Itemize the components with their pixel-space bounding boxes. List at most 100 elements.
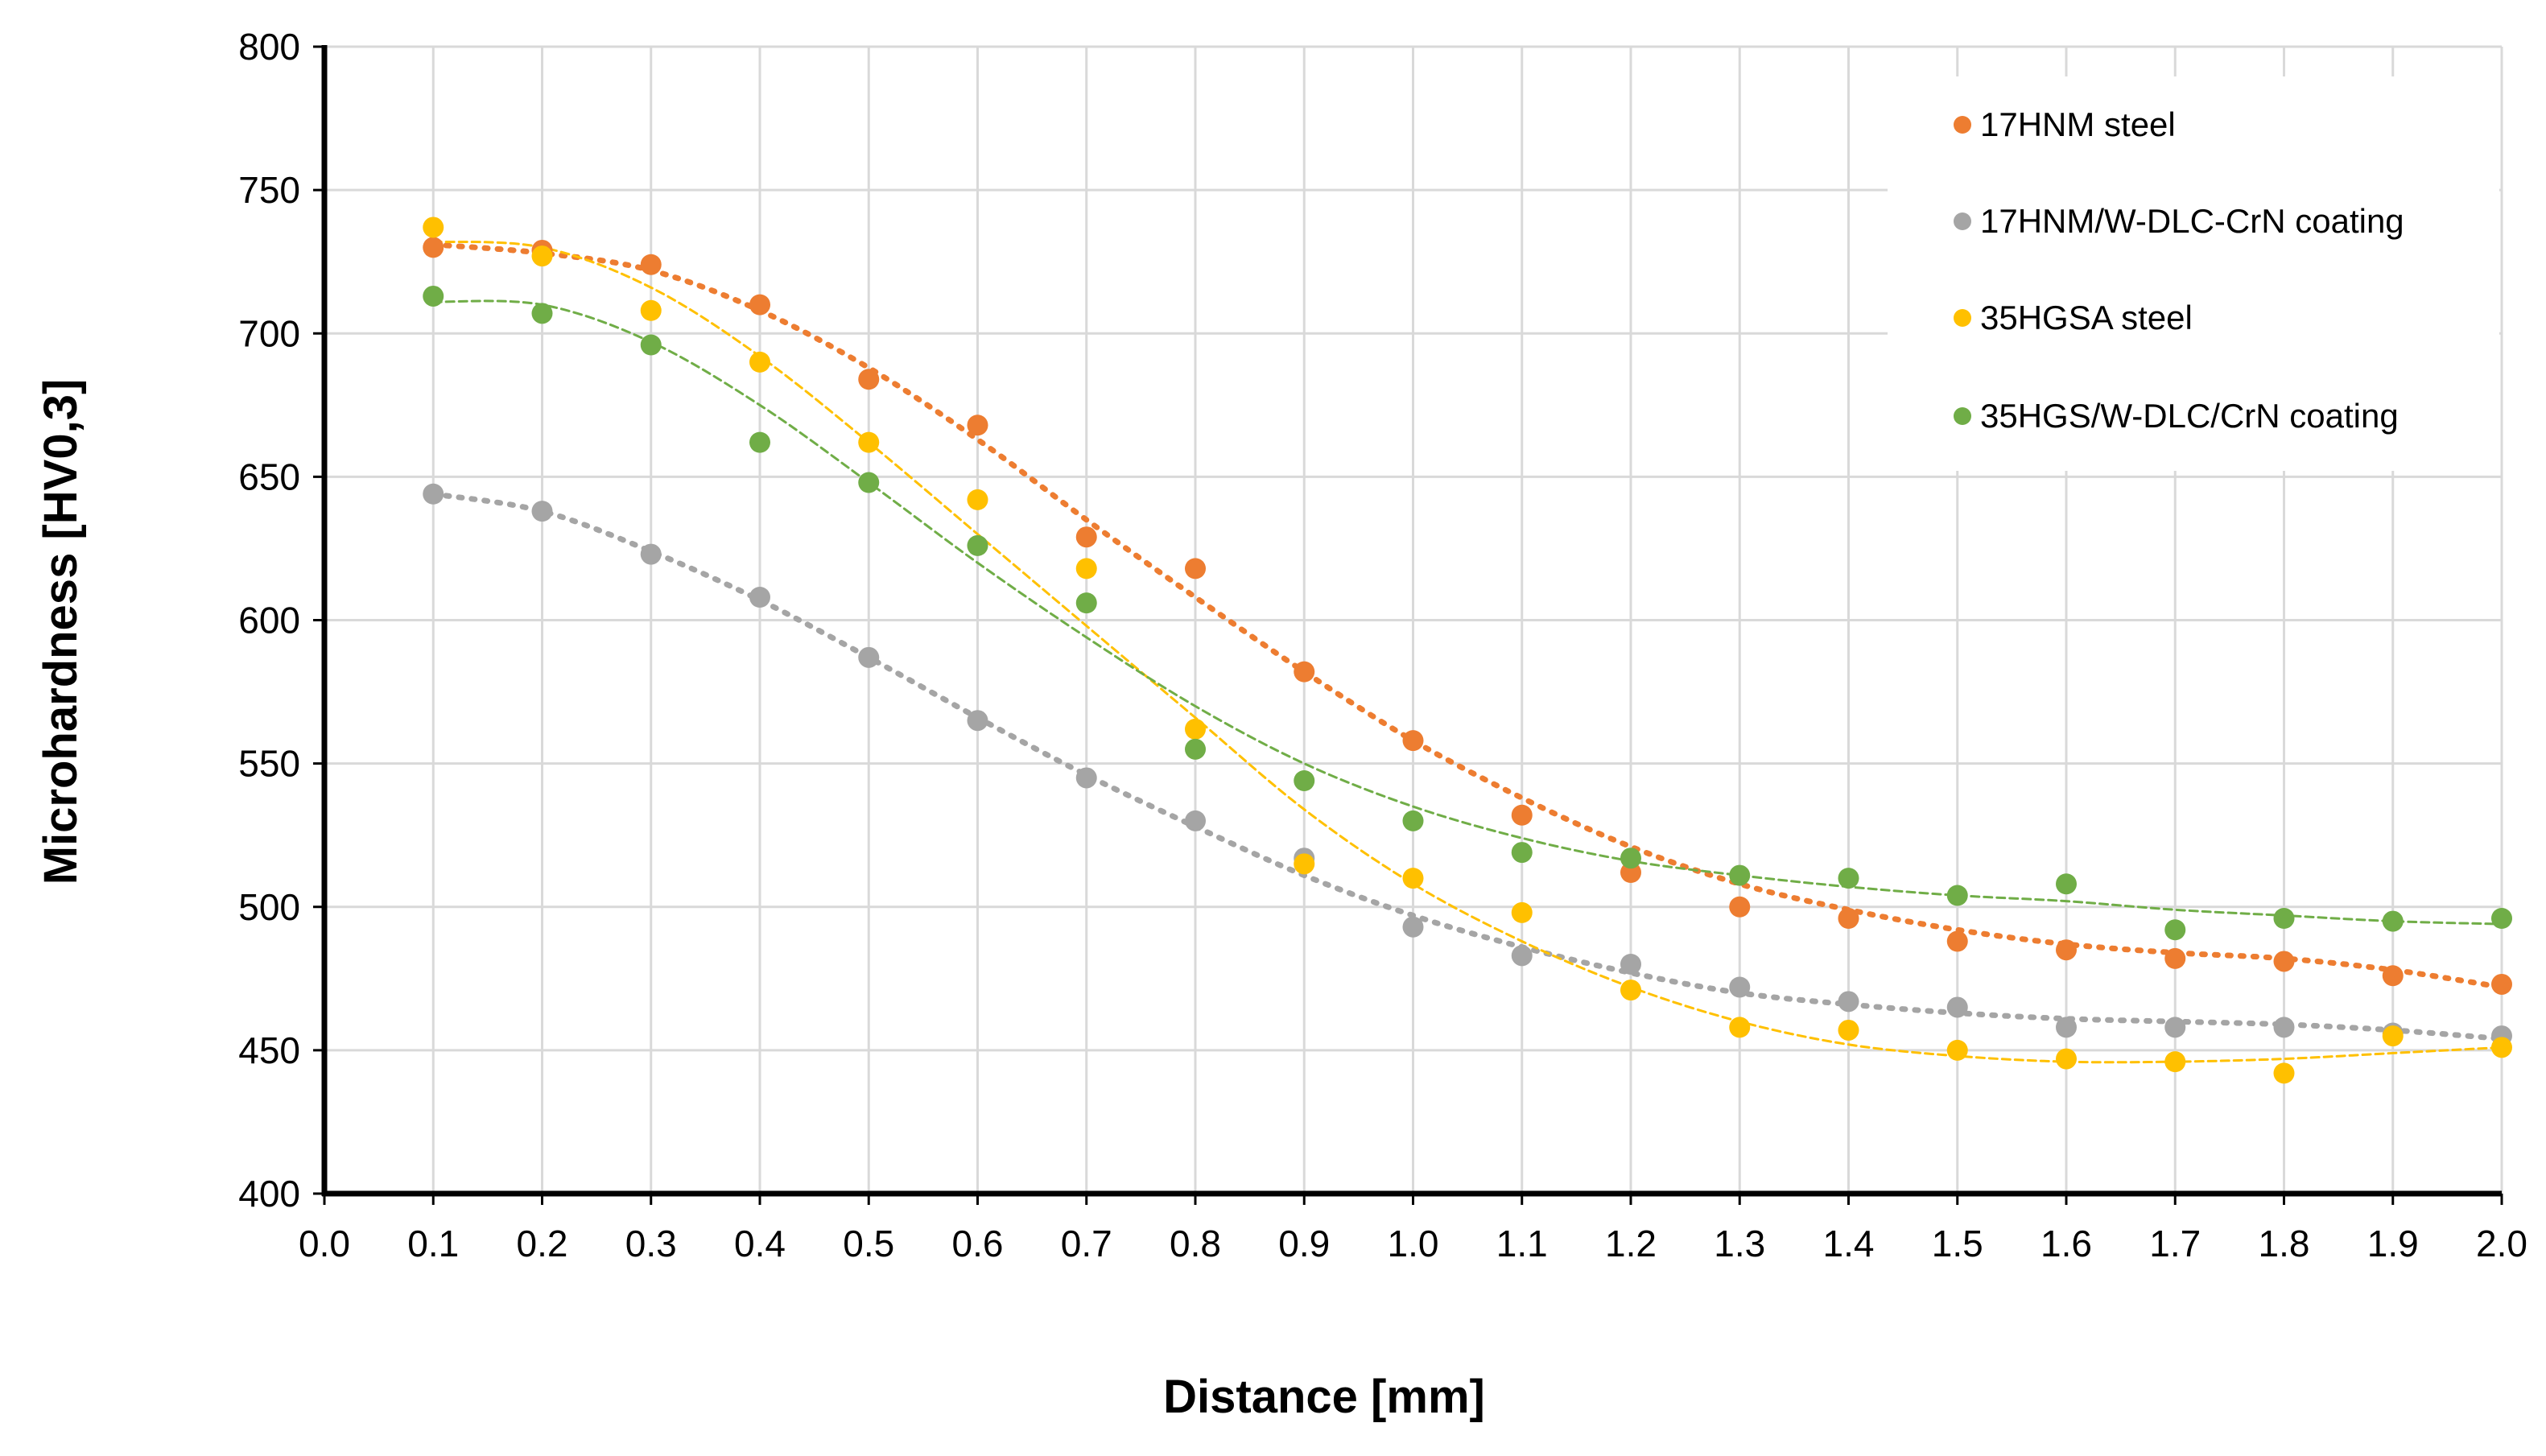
data-point-35hgs-w-dlc-crn-coating: [1620, 848, 1641, 869]
data-point-17hnm-w-dlc-crn-coating: [1075, 767, 1097, 789]
y-tick-label: 500: [238, 886, 300, 928]
data-point-35hgs-w-dlc-crn-coating: [1511, 842, 1533, 864]
data-point-17hnm-w-dlc-crn-coating: [1838, 991, 1859, 1013]
data-point-35hgs-w-dlc-crn-coating: [423, 285, 444, 307]
data-point-17hnm-w-dlc-crn-coating: [1946, 996, 1968, 1018]
data-point-35hgsa-steel: [423, 217, 444, 238]
x-tick-label: 0.0: [299, 1223, 350, 1264]
data-point-17hnm-steel: [2056, 939, 2077, 961]
x-tick-label: 1.3: [1714, 1223, 1765, 1264]
data-point-17hnm-w-dlc-crn-coating: [749, 587, 770, 608]
x-tick-label: 0.5: [843, 1223, 894, 1264]
data-point-17hnm-steel: [1729, 896, 1751, 918]
data-point-35hgsa-steel: [1838, 1019, 1859, 1041]
data-point-35hgsa-steel: [858, 431, 880, 453]
data-point-17hnm-steel: [1511, 804, 1533, 826]
data-point-35hgsa-steel: [2164, 1051, 2186, 1073]
data-point-35hgsa-steel: [1620, 980, 1641, 1001]
x-tick-label: 0.9: [1278, 1223, 1330, 1264]
data-point-35hgs-w-dlc-crn-coating: [2164, 919, 2186, 941]
data-point-35hgsa-steel: [1729, 1017, 1751, 1038]
data-point-35hgs-w-dlc-crn-coating: [1838, 868, 1859, 889]
data-point-35hgs-w-dlc-crn-coating: [2491, 908, 2512, 929]
y-tick-label: 400: [238, 1173, 300, 1215]
data-point-17hnm-steel: [423, 237, 444, 258]
legend-label-35hgsa-steel: 35HGSA steel: [1980, 299, 2193, 336]
x-tick-label: 0.4: [734, 1223, 786, 1264]
axes: [313, 45, 2503, 1205]
data-point-35hgsa-steel: [1075, 558, 1097, 580]
y-tick-label: 450: [238, 1029, 300, 1071]
data-point-17hnm-steel: [1946, 930, 1968, 952]
data-point-17hnm-w-dlc-crn-coating: [1620, 954, 1641, 975]
x-tick-label: 1.2: [1605, 1223, 1657, 1264]
data-point-17hnm-w-dlc-crn-coating: [1729, 976, 1751, 998]
data-point-17hnm-steel: [1620, 862, 1641, 883]
data-point-17hnm-steel: [1838, 908, 1859, 929]
data-point-35hgsa-steel: [2273, 1062, 2295, 1084]
data-point-17hnm-w-dlc-crn-coating: [531, 501, 553, 522]
y-tick-label: 700: [238, 312, 300, 354]
data-point-35hgs-w-dlc-crn-coating: [1294, 770, 1315, 791]
data-point-35hgs-w-dlc-crn-coating: [2382, 910, 2404, 932]
trend-line-35hgs-w-dlc-crn-coating: [431, 299, 2503, 926]
data-point-35hgs-w-dlc-crn-coating: [749, 431, 770, 453]
data-point-35hgs-w-dlc-crn-coating: [640, 334, 662, 356]
data-point-17hnm-steel: [1402, 730, 1424, 752]
x-tick-label: 0.1: [407, 1223, 459, 1264]
data-point-35hgsa-steel: [1185, 718, 1206, 740]
x-tick-label: 0.8: [1170, 1223, 1221, 1264]
data-point-17hnm-steel: [1185, 558, 1206, 580]
data-point-17hnm-w-dlc-crn-coating: [858, 646, 880, 668]
data-point-17hnm-steel: [2164, 947, 2186, 969]
x-tick-label: 1.4: [1823, 1223, 1875, 1264]
data-point-17hnm-steel: [1075, 526, 1097, 548]
data-point-35hgsa-steel: [2491, 1037, 2512, 1058]
data-point-17hnm-steel: [640, 254, 662, 275]
y-tick-label: 800: [238, 26, 300, 68]
x-tick-label: 0.7: [1061, 1223, 1112, 1264]
legend-item-35hgsa-steel: 35HGSA steel: [1954, 299, 2193, 336]
data-point-35hgsa-steel: [2056, 1048, 2077, 1070]
legend-item-17hnm-coating: 17HNM/W-DLC-CrN coating: [1954, 202, 2404, 240]
tick-labels: 0.0 0.1 0.2 0.3 0.4 0.5 0.6 0.7 0.8 0.9 1.0 1.1 1.2 1…: [238, 26, 2527, 1264]
data-point-35hgs-w-dlc-crn-coating: [1075, 592, 1097, 614]
trend-line-17hnm-steel: [430, 241, 2505, 990]
x-tick-label: 2.0: [2476, 1223, 2527, 1264]
x-tick-label: 0.3: [625, 1223, 677, 1264]
x-tick-label: 0.6: [952, 1223, 1004, 1264]
legend-label-35hgs-coating: 35HGS/W-DLC/CrN coating: [1980, 397, 2399, 435]
data-point-35hgsa-steel: [640, 299, 662, 321]
x-tick-label: 1.0: [1388, 1223, 1439, 1264]
data-point-35hgs-w-dlc-crn-coating: [1185, 738, 1206, 760]
data-point-35hgs-w-dlc-crn-coating: [858, 472, 880, 493]
data-point-35hgsa-steel: [1946, 1039, 1968, 1061]
x-tick-label: 1.6: [2041, 1223, 2092, 1264]
y-axis-title: Microhardness [HV0,3]: [35, 379, 87, 885]
legend: 17HNM steel 17HNM/W-DLC-CrN coating 35HG…: [1888, 76, 2499, 471]
x-tick-label: 1.9: [2367, 1223, 2419, 1264]
x-tick-label: 1.5: [1932, 1223, 1983, 1264]
data-point-35hgs-w-dlc-crn-coating: [1402, 810, 1424, 831]
data-point-17hnm-w-dlc-crn-coating: [1402, 916, 1424, 938]
data-point-17hnm-steel: [967, 415, 988, 436]
data-point-17hnm-steel: [2273, 951, 2295, 972]
y-tick-label: 550: [238, 743, 300, 785]
data-point-35hgs-w-dlc-crn-coating: [2056, 873, 2077, 895]
data-point-17hnm-steel: [858, 369, 880, 390]
data-point-17hnm-w-dlc-crn-coating: [423, 483, 444, 505]
data-point-35hgsa-steel: [1294, 853, 1315, 875]
data-point-17hnm-w-dlc-crn-coating: [967, 710, 988, 732]
y-tick-label: 600: [238, 600, 300, 641]
x-tick-label: 0.2: [517, 1223, 568, 1264]
legend-box: [1888, 76, 2499, 471]
data-point-17hnm-steel: [1294, 661, 1315, 683]
data-point-17hnm-w-dlc-crn-coating: [640, 543, 662, 565]
data-point-17hnm-steel: [2382, 965, 2404, 987]
data-point-35hgsa-steel: [749, 351, 770, 373]
data-point-17hnm-steel: [2491, 973, 2512, 995]
data-points: [423, 217, 2512, 1084]
data-point-35hgs-w-dlc-crn-coating: [1946, 885, 1968, 906]
